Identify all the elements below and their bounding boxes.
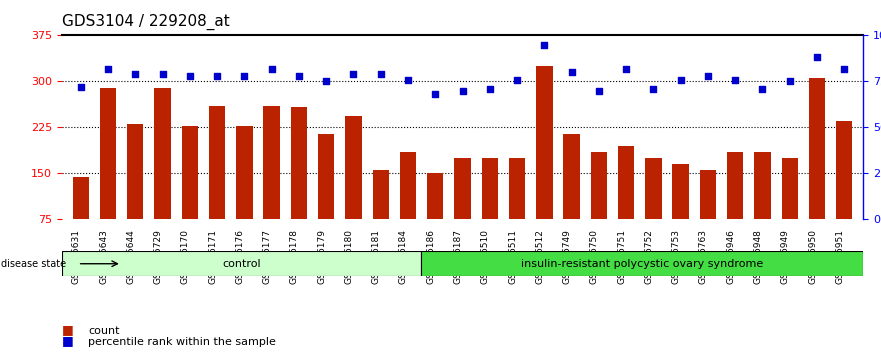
Bar: [427, 173, 443, 266]
Point: [319, 79, 333, 84]
Bar: [236, 126, 253, 266]
Bar: [181, 126, 198, 266]
Bar: [781, 158, 798, 266]
Bar: [345, 116, 361, 266]
Bar: [754, 152, 771, 266]
Bar: [618, 146, 634, 266]
FancyBboxPatch shape: [62, 251, 421, 276]
Text: count: count: [88, 326, 120, 336]
Bar: [672, 164, 689, 266]
Point: [401, 77, 415, 82]
Text: ■: ■: [62, 334, 73, 347]
Point: [647, 86, 661, 92]
Bar: [154, 87, 171, 266]
Point: [292, 73, 306, 79]
Text: control: control: [222, 259, 261, 269]
Bar: [455, 158, 470, 266]
Bar: [809, 78, 825, 266]
Text: insulin-resistant polycystic ovary syndrome: insulin-resistant polycystic ovary syndr…: [521, 259, 763, 269]
Point: [510, 77, 524, 82]
Bar: [509, 158, 525, 266]
Point: [701, 73, 715, 79]
Point: [237, 73, 251, 79]
Point: [101, 66, 115, 72]
Point: [156, 71, 170, 77]
Point: [374, 71, 388, 77]
Bar: [645, 158, 662, 266]
Point: [619, 66, 633, 72]
Text: GDS3104 / 229208_at: GDS3104 / 229208_at: [62, 14, 229, 30]
Bar: [263, 106, 280, 266]
Bar: [564, 133, 580, 266]
Point: [729, 77, 743, 82]
Point: [810, 55, 824, 60]
Bar: [318, 133, 335, 266]
Bar: [400, 152, 416, 266]
Bar: [836, 121, 853, 266]
Point: [346, 71, 360, 77]
Point: [264, 66, 278, 72]
Point: [837, 66, 851, 72]
Point: [210, 73, 224, 79]
FancyBboxPatch shape: [421, 251, 863, 276]
Point: [537, 42, 552, 47]
Point: [428, 91, 442, 97]
Bar: [209, 106, 226, 266]
Point: [782, 79, 796, 84]
Bar: [373, 170, 389, 266]
Bar: [127, 124, 144, 266]
Point: [74, 84, 88, 90]
Text: ■: ■: [62, 323, 73, 336]
Bar: [590, 152, 607, 266]
Point: [182, 73, 196, 79]
Bar: [291, 107, 307, 266]
Bar: [727, 152, 744, 266]
Point: [592, 88, 606, 93]
Bar: [700, 170, 716, 266]
Point: [755, 86, 769, 92]
Bar: [482, 158, 498, 266]
Text: disease state: disease state: [1, 259, 66, 269]
Bar: [72, 177, 89, 266]
Bar: [100, 87, 116, 266]
Point: [455, 88, 470, 93]
Point: [129, 71, 143, 77]
Text: percentile rank within the sample: percentile rank within the sample: [88, 337, 276, 347]
Point: [565, 69, 579, 75]
Bar: [537, 66, 552, 266]
Point: [483, 86, 497, 92]
Point: [674, 77, 688, 82]
